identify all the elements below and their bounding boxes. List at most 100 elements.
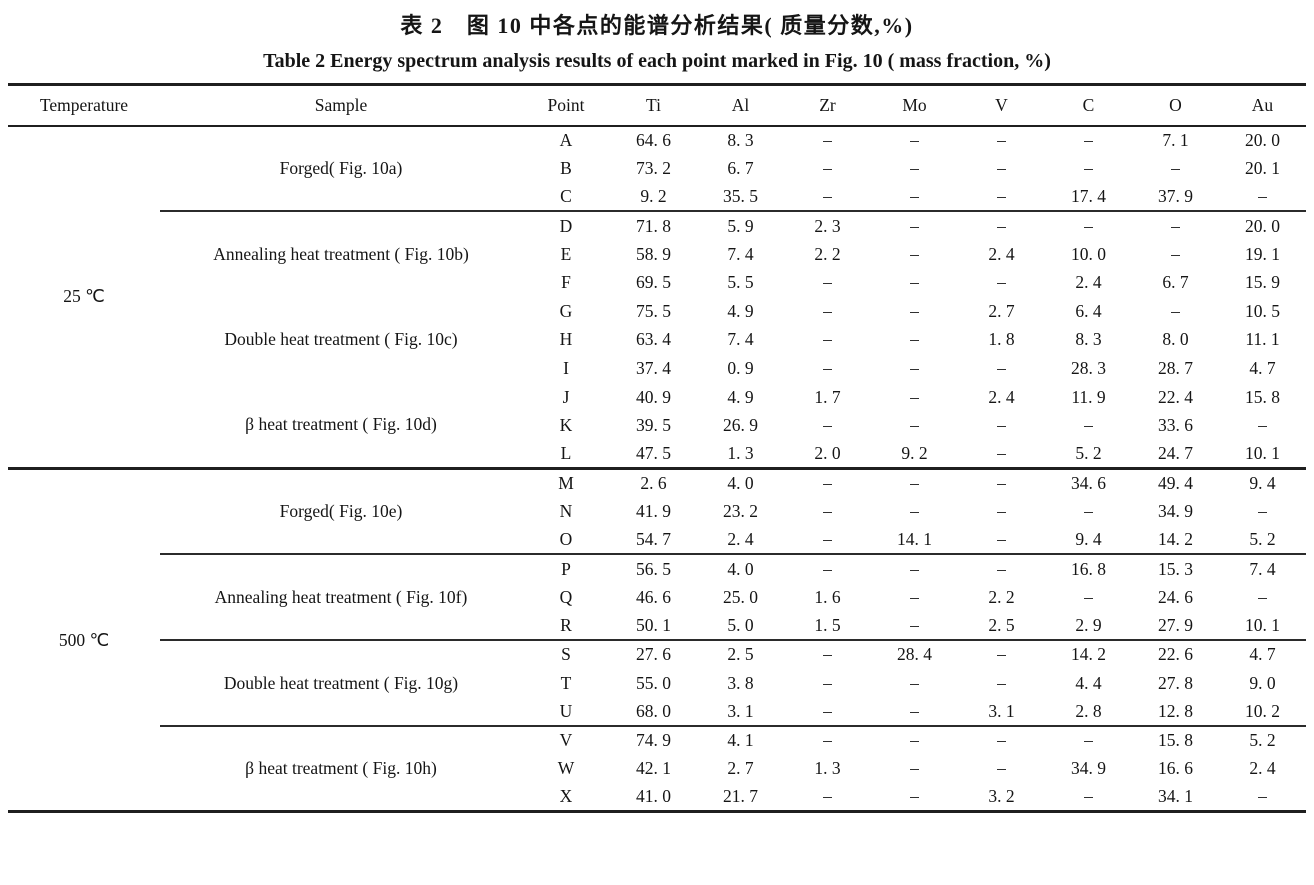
value-cell: – — [784, 525, 871, 556]
value-cell: – — [1171, 157, 1180, 178]
point-cell: R — [522, 611, 610, 642]
point-cell: W — [557, 758, 575, 779]
value-cell: 8. 3 — [1075, 329, 1102, 350]
value-cell: – — [1171, 215, 1180, 236]
value-cell: – — [1084, 786, 1093, 807]
value-cell: – — [997, 272, 1006, 293]
value-cell: 34. 9 — [1071, 758, 1106, 779]
value-cell: – — [784, 182, 871, 213]
table-row: B 73. 2 6. 7 – – – – – 20. 1 — [8, 154, 1306, 183]
value-cell: 15. 9 — [1245, 272, 1280, 293]
value-cell: – — [997, 730, 1006, 751]
table-row: T 55. 0 3. 8 – – – 4. 4 27. 8 9. 0 — [8, 669, 1306, 698]
value-cell: 20. 1 — [1245, 157, 1280, 178]
value-cell: 1. 6 — [814, 586, 841, 607]
value-cell: – — [910, 129, 919, 150]
sample-cell: Double heat treatment ( Fig. 10c) — [224, 329, 458, 350]
value-cell: – — [910, 300, 919, 321]
value-cell: – — [871, 697, 958, 727]
table-row: 25 ℃ Forged( Fig. 10a) A 64. 6 8. 3 – – – – 7. 1 2… — [8, 125, 1306, 471]
value-cell: – — [997, 415, 1006, 436]
value-cell: – — [823, 358, 832, 379]
value-cell: 14. 2 — [1071, 644, 1106, 665]
value-cell: 39. 5 — [636, 415, 671, 436]
point-cell: B — [560, 157, 572, 178]
value-cell: 5. 2 — [1219, 525, 1306, 556]
value-cell: 37. 4 — [636, 358, 671, 379]
point-cell: F — [561, 272, 571, 293]
energy-spectrum-table: Temperature Sample Point Ti Al Zr Mo V C… — [8, 83, 1306, 814]
point-cell: P — [561, 558, 571, 579]
value-cell: 8. 3 — [727, 129, 754, 150]
value-cell: 50. 1 — [610, 611, 697, 642]
value-cell: – — [823, 272, 832, 293]
value-cell: 3. 2 — [988, 786, 1015, 807]
value-cell: 3. 1 — [697, 697, 784, 727]
value-cell: – — [823, 300, 832, 321]
value-cell: – — [958, 440, 1045, 471]
value-cell: – — [823, 329, 832, 350]
value-cell: – — [997, 129, 1006, 150]
value-cell: 6. 4 — [1075, 300, 1102, 321]
value-cell: 4. 0 — [727, 473, 754, 494]
value-cell: 34. 9 — [1158, 501, 1193, 522]
value-cell: 20. 0 — [1245, 129, 1280, 150]
value-cell: 4. 9 — [727, 386, 754, 407]
value-cell: 12. 8 — [1132, 697, 1219, 727]
table-row: Double heat treatment ( Fig. 10c) G 75. 5 4… — [8, 297, 1306, 350]
value-cell: 2. 7 — [727, 758, 754, 779]
table-header: Temperature Sample Point Ti Al Zr Mo V C… — [8, 84, 1306, 127]
value-cell: – — [1084, 129, 1093, 150]
point-cell: K — [559, 415, 573, 436]
value-cell: 16. 6 — [1158, 758, 1193, 779]
value-cell: – — [910, 501, 919, 522]
col-header-au: Au — [1219, 84, 1306, 127]
value-cell: – — [1258, 415, 1267, 436]
value-cell: 28. 3 — [1071, 358, 1106, 379]
value-cell: 33. 6 — [1158, 415, 1193, 436]
value-cell: – — [910, 786, 919, 807]
table-row: X 41. 0 21. 7 – – 3. 2 – 34. 1 – — [8, 783, 1306, 812]
value-cell: 1. 3 — [697, 440, 784, 471]
point-cell: L — [522, 440, 610, 471]
col-header-c: C — [1045, 84, 1132, 127]
value-cell: 7. 1 — [1162, 129, 1189, 150]
value-cell: 47. 5 — [610, 440, 697, 471]
value-cell: 22. 6 — [1158, 644, 1193, 665]
value-cell: 4. 7 — [1249, 358, 1276, 379]
point-cell: C — [522, 182, 610, 213]
table-row: K 39. 5 26. 9 – – – – 33. 6 – — [8, 411, 1306, 440]
value-cell: 2. 5 — [727, 644, 754, 665]
col-header-v: V — [958, 84, 1045, 127]
value-cell: – — [823, 157, 832, 178]
value-cell: – — [910, 758, 919, 779]
value-cell: – — [784, 697, 871, 727]
table-row: Annealing heat treatment ( Fig. 10f) P 56.… — [8, 554, 1306, 642]
value-cell: – — [910, 586, 919, 607]
point-cell: I — [563, 358, 569, 379]
table-row: β heat treatment ( Fig. 10h) V 74. 9 4. 1 – –… — [8, 726, 1306, 778]
table-row: N 41. 9 23. 2 – – – – 34. 9 – — [8, 497, 1306, 526]
value-cell: 5. 9 — [727, 215, 754, 236]
value-cell: 71. 8 — [636, 215, 671, 236]
value-cell: 14. 1 — [871, 525, 958, 556]
value-cell: – — [910, 415, 919, 436]
value-cell: 2. 5 — [958, 611, 1045, 642]
value-cell: – — [997, 758, 1006, 779]
value-cell: 2. 4 — [988, 243, 1015, 264]
table-row: Q 46. 6 25. 0 1. 6 – 2. 2 – 24. 6 – — [8, 583, 1306, 612]
table-row: E 58. 9 7. 4 2. 2 – 2. 4 10. 0 – 19. 1 — [8, 240, 1306, 269]
value-cell: – — [1219, 182, 1306, 213]
header-row: Temperature Sample Point Ti Al Zr Mo V C… — [8, 84, 1306, 127]
value-cell: – — [823, 129, 832, 150]
value-cell: 2. 8 — [1045, 697, 1132, 727]
value-cell: 1. 8 — [988, 329, 1015, 350]
value-cell: 34. 1 — [1158, 786, 1193, 807]
value-cell: 63. 4 — [636, 329, 671, 350]
value-cell: 28. 4 — [897, 644, 932, 665]
point-cell: M — [558, 473, 574, 494]
value-cell: – — [1171, 243, 1180, 264]
value-cell: – — [1258, 586, 1267, 607]
sample-cell: β heat treatment ( Fig. 10d) — [160, 382, 522, 471]
value-cell: – — [1084, 157, 1093, 178]
